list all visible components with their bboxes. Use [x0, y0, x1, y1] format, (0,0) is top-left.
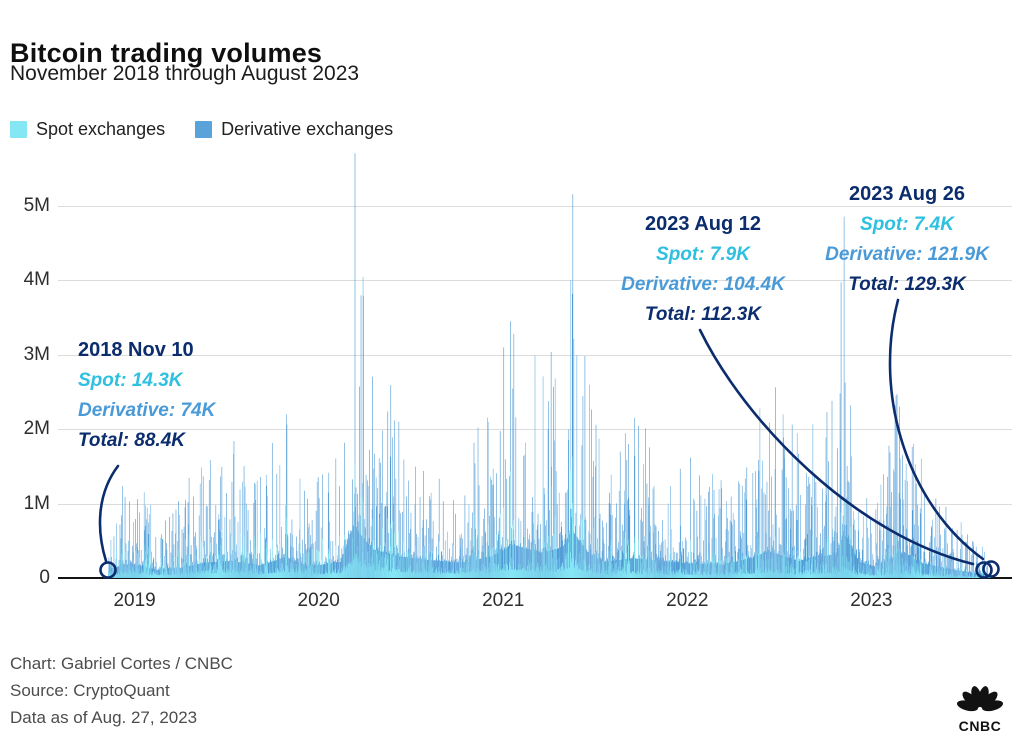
legend-item-spot: Spot exchanges	[10, 119, 165, 140]
annotation-derivative: Derivative: 104.4K	[621, 274, 785, 295]
legend-label-spot: Spot exchanges	[36, 119, 166, 139]
x-tick-label: 2022	[666, 590, 709, 611]
annotation-aug12: 2023 Aug 12 Spot: 7.9K Derivative: 104.4…	[608, 214, 798, 324]
x-tick-label: 2019	[113, 590, 156, 611]
y-tick-label: 2M	[23, 418, 50, 439]
annotation-derivative: Derivative: 121.9K	[825, 244, 989, 265]
x-tick-label: 2023	[850, 590, 893, 611]
legend-label-derivative: Derivative exchanges	[221, 119, 394, 139]
annotation-spot: Spot: 14.3K	[78, 370, 183, 391]
x-tick-label: 2020	[297, 590, 340, 611]
cnbc-logo-text: CNBC	[959, 718, 1002, 734]
annotation-spot: Spot: 7.4K	[860, 214, 954, 235]
annotation-total: Total: 129.3K	[848, 274, 966, 295]
footer-credit: Chart: Gabriel Cortes / CNBC	[10, 654, 233, 673]
annotation-nov2018: 2018 Nov 10 Spot: 14.3K Derivative: 74K …	[78, 340, 215, 450]
annotation-total: Total: 88.4K	[78, 430, 185, 451]
y-tick-label: 3M	[23, 343, 50, 365]
annotation-derivative: Derivative: 74K	[78, 400, 216, 421]
legend: Spot exchanges Derivative exchanges	[10, 119, 393, 140]
chart-footer: Chart: Gabriel Cortes / CNBC Source: Cry…	[10, 650, 233, 731]
footer-as-of: Data as of Aug. 27, 2023	[10, 708, 198, 727]
spot-swatch-icon	[10, 121, 27, 138]
y-tick-label: 5M	[23, 194, 50, 216]
cnbc-logo-icon: CNBC	[956, 686, 1004, 734]
x-tick-label: 2021	[482, 590, 525, 611]
annotation-date: 2023 Aug 12	[645, 213, 761, 235]
chart-subtitle: November 2018 through August 2023	[10, 62, 360, 85]
annotation-total: Total: 112.3K	[644, 304, 762, 325]
legend-item-derivative: Derivative exchanges	[195, 119, 393, 140]
annotation-date: 2018 Nov 10	[78, 339, 194, 361]
y-tick-label: 1M	[23, 492, 50, 514]
y-tick-label: 4M	[23, 269, 50, 290]
footer-source: Source: CryptoQuant	[10, 681, 170, 700]
chart-title: Bitcoin trading volumes	[10, 38, 323, 69]
y-tick-label: 0	[39, 567, 50, 588]
derivative-swatch-icon	[195, 121, 213, 138]
annotation-spot: Spot: 7.9K	[656, 244, 750, 265]
annotation-aug26: 2023 Aug 26 Spot: 7.4K Derivative: 121.9…	[818, 184, 996, 294]
annotation-date: 2023 Aug 26	[849, 183, 965, 205]
